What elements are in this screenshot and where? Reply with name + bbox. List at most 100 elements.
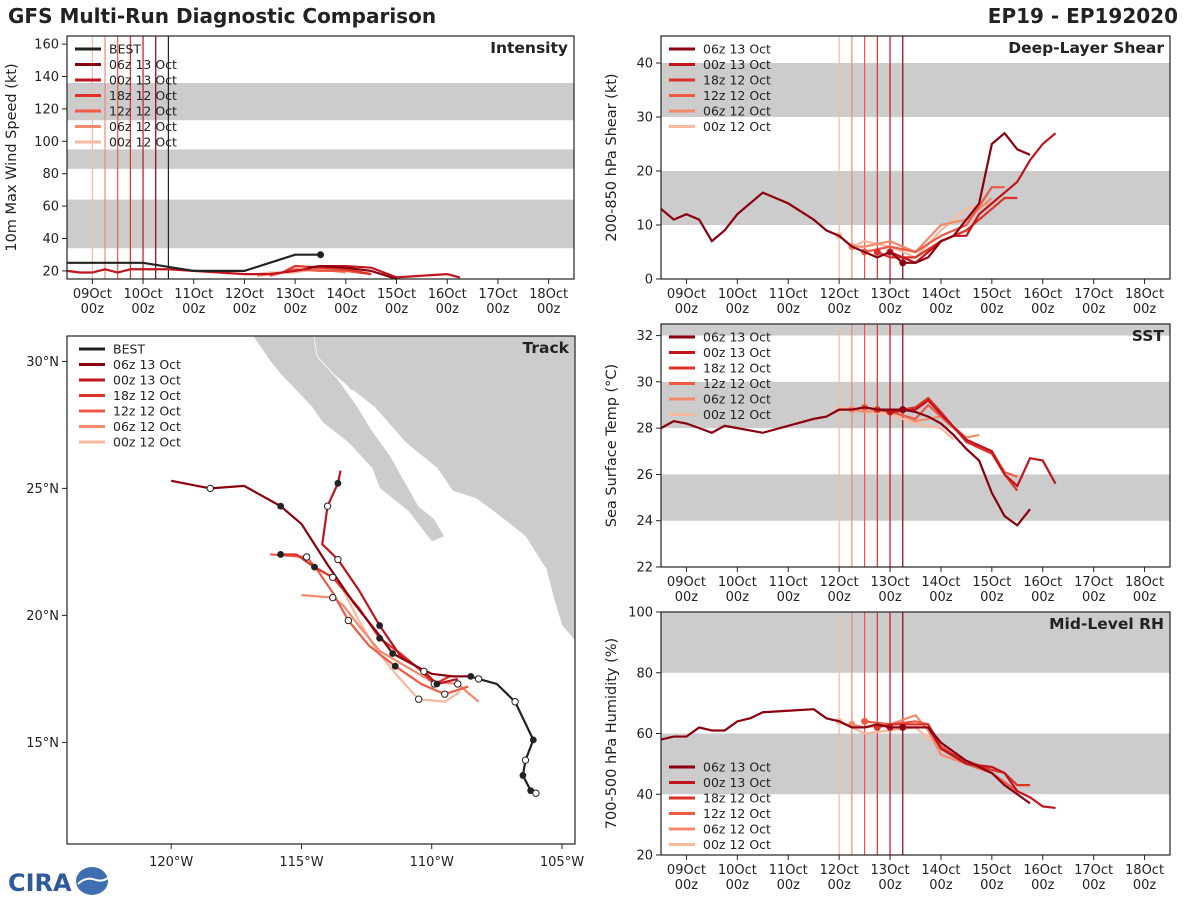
series-line bbox=[864, 186, 1005, 254]
island bbox=[348, 382, 369, 391]
legend-label: 12z 12 Oct bbox=[109, 104, 177, 119]
y-tick-label: 160 bbox=[34, 38, 59, 53]
x-tick-label: 16Oct bbox=[1023, 287, 1062, 302]
x-tick-label: 17Oct bbox=[1074, 575, 1113, 590]
intensity-band bbox=[661, 171, 1170, 225]
intensity-band bbox=[661, 474, 1170, 521]
sst-chart: 22242628303209Oct00z10Oct00z11Oct00z12Oc… bbox=[604, 323, 1171, 605]
track-point-open bbox=[414, 695, 423, 703]
best-marker bbox=[317, 251, 324, 259]
track-point-filled bbox=[389, 650, 397, 657]
x-tick-label: 15Oct bbox=[972, 575, 1011, 590]
y-tick-label: 40 bbox=[636, 788, 653, 803]
y-tick-label: 10 bbox=[636, 219, 653, 234]
panel-title: Track bbox=[523, 339, 570, 357]
series-line bbox=[889, 398, 1057, 488]
x-tick-label: 00z bbox=[878, 878, 902, 893]
y-axis-label: Sea Surface Temp (°C) bbox=[604, 364, 620, 527]
panel-title: Deep-Layer Shear bbox=[1008, 39, 1164, 57]
track-point-filled bbox=[391, 662, 399, 670]
track-point-open bbox=[420, 667, 428, 675]
intensity-chart: 2040608010012014016009Oct00z10Oct00z11Oc… bbox=[4, 35, 575, 317]
x-tick-label: 00z bbox=[878, 302, 902, 317]
legend-label: 06z 13 Oct bbox=[703, 42, 771, 57]
x-tick-label: 00z bbox=[1082, 302, 1106, 317]
legend-label: 06z 13 Oct bbox=[113, 357, 181, 372]
x-tick-label: 13Oct bbox=[871, 575, 910, 590]
track-point-open bbox=[454, 680, 462, 688]
x-tick-label: 00z bbox=[131, 302, 155, 317]
rh-chart: 2040608010009Oct00z10Oct00z11Oct00z12Oct… bbox=[604, 606, 1171, 893]
x-tick-label: 14Oct bbox=[326, 287, 365, 302]
x-tick-label: 18Oct bbox=[1125, 575, 1164, 590]
legend-label: 00z 12 Oct bbox=[703, 837, 771, 852]
x-tick-label: 00z bbox=[283, 302, 307, 317]
x-tick-label: 00z bbox=[486, 302, 510, 317]
legend-label: BEST bbox=[109, 42, 141, 57]
init-marker bbox=[899, 723, 907, 731]
track-point-filled bbox=[277, 551, 285, 558]
x-tick-label: 10Oct bbox=[718, 575, 757, 590]
mainland bbox=[309, 336, 575, 642]
track-point-filled bbox=[311, 563, 318, 571]
init-marker bbox=[861, 717, 869, 725]
x-tick-label: 15Oct bbox=[972, 287, 1011, 302]
y-tick-label: 80 bbox=[42, 167, 59, 182]
x-tick-label: 16Oct bbox=[1023, 575, 1062, 590]
x-tick-label: 00z bbox=[726, 878, 750, 893]
plot-frame bbox=[660, 323, 1171, 568]
x-tick-label: 00z bbox=[1082, 590, 1106, 605]
map-layer bbox=[170, 336, 575, 797]
legend-label: 06z 13 Oct bbox=[109, 57, 177, 72]
x-tick-label: 09Oct bbox=[667, 863, 706, 878]
legend-label: 18z 12 Oct bbox=[109, 88, 177, 103]
lon-tick-label: 120°W bbox=[149, 855, 193, 870]
x-tick-label: 13Oct bbox=[871, 863, 910, 878]
x-tick-label: 00z bbox=[827, 302, 851, 317]
x-tick-label: 00z bbox=[1133, 302, 1157, 317]
lat-tick-label: 20°N bbox=[26, 609, 59, 624]
track-point-open bbox=[302, 553, 311, 561]
legend-label: 00z 13 Oct bbox=[109, 73, 177, 88]
legend-label: 00z 12 Oct bbox=[703, 119, 771, 134]
intensity-band bbox=[67, 82, 574, 121]
track-point-filled bbox=[334, 479, 342, 487]
x-tick-label: 12Oct bbox=[820, 287, 859, 302]
lon-tick-label: 110°W bbox=[410, 855, 454, 870]
x-tick-label: 17Oct bbox=[1074, 287, 1113, 302]
track-point-filled bbox=[376, 622, 384, 629]
series-line bbox=[67, 253, 321, 272]
x-tick-label: 14Oct bbox=[921, 287, 960, 302]
legend-label: 00z 13 Oct bbox=[703, 345, 771, 360]
x-tick-label: 00z bbox=[827, 878, 851, 893]
y-tick-label: 60 bbox=[42, 200, 59, 215]
legend-label: 00z 13 Oct bbox=[703, 775, 771, 790]
y-axis-label: 10m Max Wind Speed (kt) bbox=[4, 63, 20, 251]
legend-label: 12z 12 Oct bbox=[703, 88, 771, 103]
lat-tick-label: 15°N bbox=[26, 736, 59, 751]
x-tick-label: 12Oct bbox=[820, 575, 859, 590]
track-point-open bbox=[474, 675, 483, 683]
x-tick-label: 00z bbox=[980, 302, 1004, 317]
x-tick-label: 00z bbox=[980, 878, 1004, 893]
x-tick-label: 00z bbox=[537, 302, 561, 317]
x-tick-label: 00z bbox=[726, 590, 750, 605]
x-tick-label: 10Oct bbox=[718, 863, 757, 878]
x-tick-label: 18Oct bbox=[1125, 287, 1164, 302]
x-tick-label: 00z bbox=[777, 302, 801, 317]
panel-title: Mid-Level RH bbox=[1049, 615, 1164, 633]
intensity-band bbox=[661, 612, 1170, 673]
track-line bbox=[321, 470, 459, 686]
lon-tick-label: 105°W bbox=[540, 855, 584, 870]
x-tick-label: 00z bbox=[929, 590, 953, 605]
legend-label: 00z 12 Oct bbox=[113, 435, 181, 450]
y-tick-label: 100 bbox=[628, 606, 653, 621]
legend-label: 18z 12 Oct bbox=[703, 361, 771, 376]
y-tick-label: 120 bbox=[34, 102, 59, 117]
x-tick-label: 00z bbox=[1133, 590, 1157, 605]
track-point-open bbox=[532, 789, 540, 797]
x-tick-label: 15Oct bbox=[972, 863, 1011, 878]
legend-label: 06z 12 Oct bbox=[703, 104, 771, 119]
x-tick-label: 00z bbox=[675, 302, 699, 317]
